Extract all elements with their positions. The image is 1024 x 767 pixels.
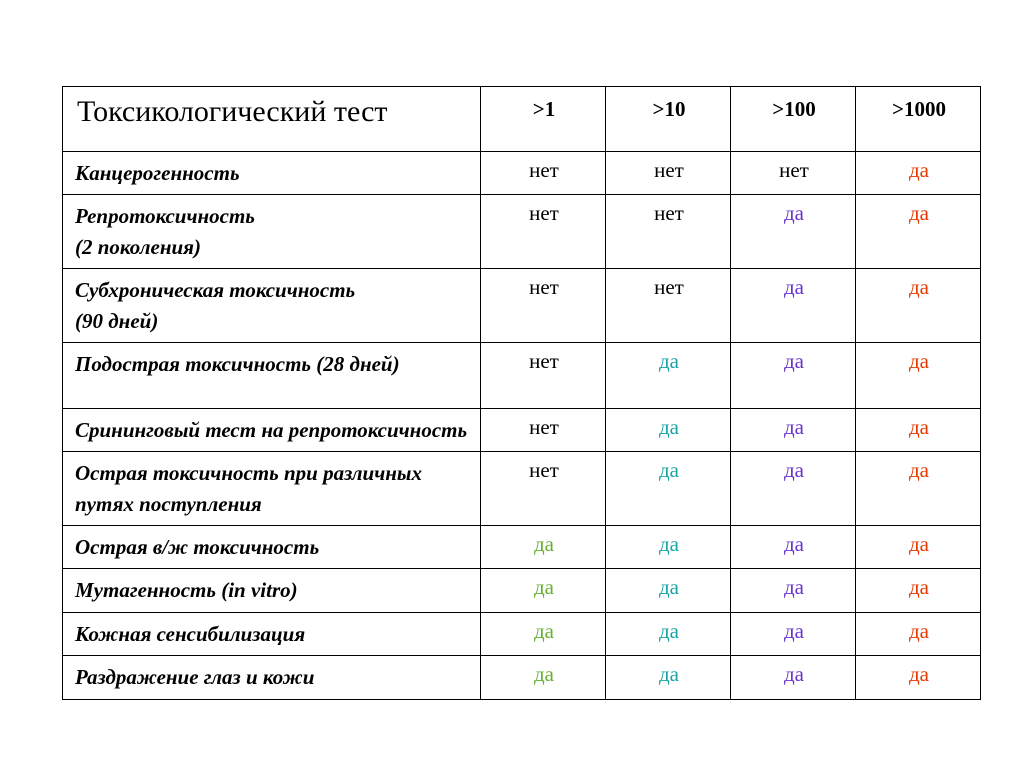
cell-value: да [856, 656, 981, 699]
cell-value: нет [481, 195, 606, 269]
cell-value: да [856, 195, 981, 269]
cell-value: нет [481, 452, 606, 526]
table-row: Срининговый тест на репротоксичностьнетд… [63, 408, 981, 451]
cell-value: да [606, 408, 731, 451]
row-label: Острая токсичность при различныхпутях по… [63, 452, 481, 526]
row-label: Острая в/ж токсичность [63, 525, 481, 568]
cell-value: да [731, 195, 856, 269]
cell-value: да [731, 408, 856, 451]
cell-value: да [606, 656, 731, 699]
table-row: Подострая токсичность (28 дней)нетдадада [63, 343, 981, 408]
table-container: Токсикологический тест >1 >10 >100 >1000… [0, 0, 1024, 700]
toxicology-table: Токсикологический тест >1 >10 >100 >1000… [62, 86, 981, 700]
cell-value: да [731, 612, 856, 655]
cell-value: да [856, 612, 981, 655]
cell-value: нет [606, 269, 731, 343]
col-header-4: >1000 [856, 87, 981, 152]
col-header-3: >100 [731, 87, 856, 152]
cell-value: да [731, 656, 856, 699]
cell-value: нет [481, 269, 606, 343]
table-row: Острая токсичность при различныхпутях по… [63, 452, 981, 526]
table-row: Мутагенность (in vitro)дададада [63, 569, 981, 612]
cell-value: да [856, 408, 981, 451]
table-row: Канцерогенностьнетнетнетда [63, 152, 981, 195]
cell-value: нет [731, 152, 856, 195]
cell-value: нет [481, 408, 606, 451]
cell-value: да [606, 569, 731, 612]
row-label: Мутагенность (in vitro) [63, 569, 481, 612]
row-label: Канцерогенность [63, 152, 481, 195]
cell-value: да [856, 525, 981, 568]
cell-value: нет [606, 152, 731, 195]
row-label: Раздражение глаз и кожи [63, 656, 481, 699]
cell-value: да [731, 343, 856, 408]
row-label: Репротоксичность(2 поколения) [63, 195, 481, 269]
cell-value: да [481, 569, 606, 612]
cell-value: да [481, 656, 606, 699]
cell-value: да [731, 569, 856, 612]
cell-value: да [731, 452, 856, 526]
cell-value: нет [481, 343, 606, 408]
row-label: Кожная сенсибилизация [63, 612, 481, 655]
cell-value: да [606, 343, 731, 408]
table-row: Раздражение глаз и кожидададада [63, 656, 981, 699]
cell-value: да [481, 612, 606, 655]
cell-value: да [606, 452, 731, 526]
table-row: Субхроническая токсичность(90 дней)нетне… [63, 269, 981, 343]
cell-value: да [606, 612, 731, 655]
cell-value: да [731, 525, 856, 568]
cell-value: да [481, 525, 606, 568]
row-label: Субхроническая токсичность(90 дней) [63, 269, 481, 343]
row-label: Срининговый тест на репротоксичность [63, 408, 481, 451]
table-row: Репротоксичность(2 поколения)нетнетдада [63, 195, 981, 269]
table-row: Кожная сенсибилизациядададада [63, 612, 981, 655]
row-label: Подострая токсичность (28 дней) [63, 343, 481, 408]
cell-value: да [856, 152, 981, 195]
cell-value: да [856, 452, 981, 526]
col-header-1: >1 [481, 87, 606, 152]
cell-value: нет [606, 195, 731, 269]
col-header-2: >10 [606, 87, 731, 152]
table-row: Острая в/ж токсичностьдададада [63, 525, 981, 568]
table-title: Токсикологический тест [63, 87, 481, 152]
cell-value: да [856, 343, 981, 408]
table-header-row: Токсикологический тест >1 >10 >100 >1000 [63, 87, 981, 152]
cell-value: да [856, 569, 981, 612]
cell-value: нет [481, 152, 606, 195]
cell-value: да [731, 269, 856, 343]
table-body: КанцерогенностьнетнетнетдаРепротоксичнос… [63, 152, 981, 700]
cell-value: да [856, 269, 981, 343]
cell-value: да [606, 525, 731, 568]
